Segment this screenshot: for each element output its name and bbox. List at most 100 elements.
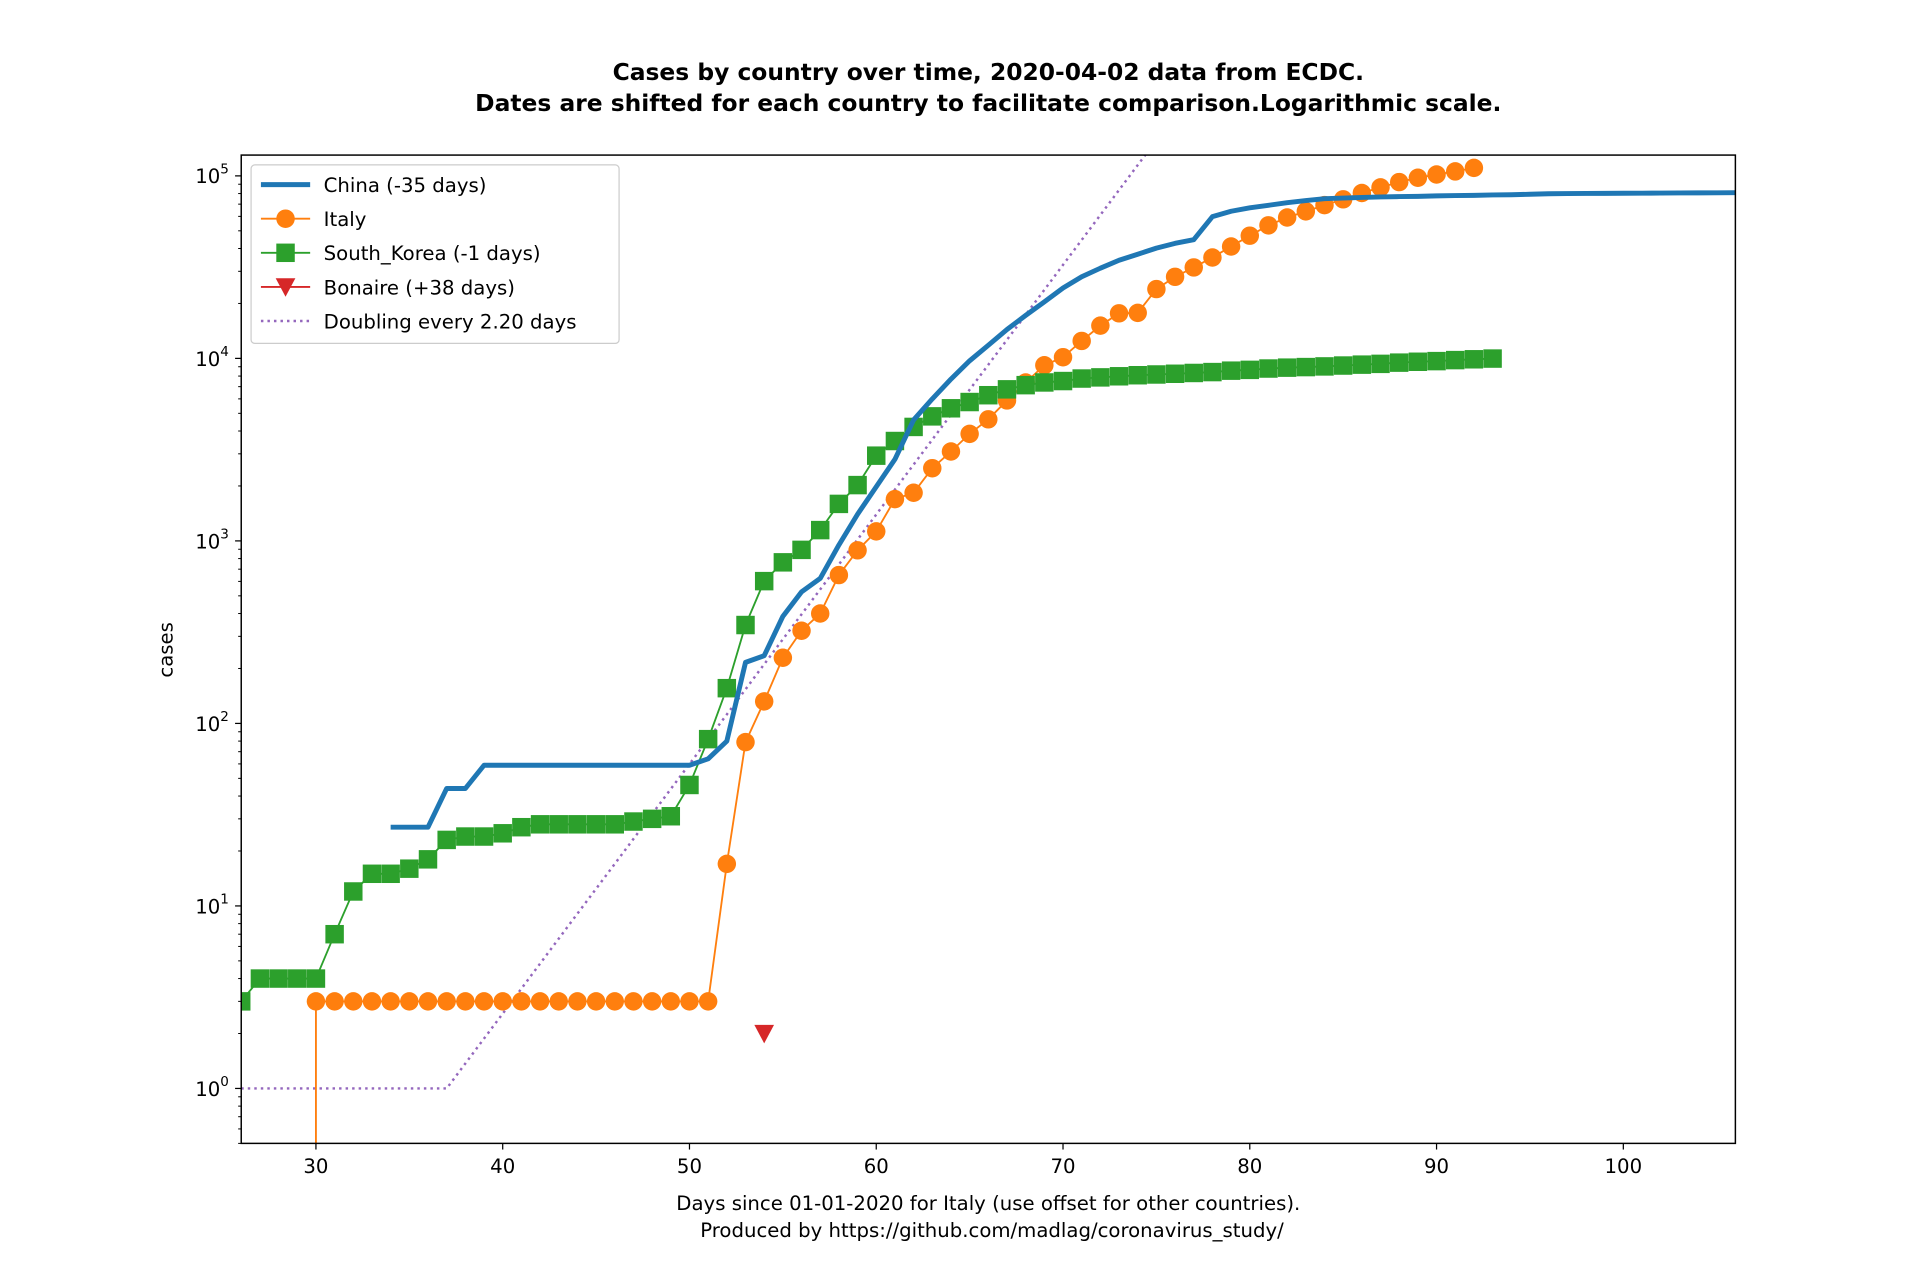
x-axis: 30 40 50 60 70 80 90 100	[303, 1143, 1642, 1178]
data-point	[1371, 354, 1390, 374]
data-point	[1259, 359, 1278, 378]
data-point	[1446, 162, 1465, 181]
y-tick-label: 104	[195, 344, 229, 371]
data-point	[1128, 303, 1147, 323]
legend-item: South_Korea (-1 days)	[260, 242, 541, 265]
data-point	[456, 992, 475, 1011]
data-point	[288, 969, 307, 988]
data-point	[848, 541, 867, 560]
data-point	[1091, 368, 1110, 387]
data-point	[904, 483, 923, 503]
series-south-korea-1-days	[241, 349, 1502, 1011]
data-point	[773, 553, 793, 572]
data-point	[418, 992, 438, 1011]
data-point	[829, 494, 849, 514]
x-tick-label: 80	[1237, 1155, 1262, 1178]
series-line	[390, 190, 1736, 830]
data-point	[1053, 371, 1073, 391]
data-point	[269, 969, 288, 988]
data-point	[1165, 364, 1185, 384]
y-tick-label: 100	[195, 1074, 229, 1101]
y-tick-label: 103	[195, 526, 229, 553]
data-point	[979, 410, 998, 429]
data-point	[867, 446, 886, 465]
data-point	[1315, 357, 1334, 376]
data-point	[512, 817, 531, 837]
x-tick-label: 30	[303, 1155, 328, 1178]
data-point	[885, 489, 905, 509]
legend-label: Doubling every 2.20 days	[324, 310, 577, 333]
data-point	[512, 992, 531, 1011]
data-point	[1128, 365, 1147, 385]
legend-item: Italy	[260, 208, 367, 231]
data-point	[1408, 168, 1428, 187]
data-point	[736, 732, 755, 752]
x-tick-label: 40	[490, 1155, 515, 1178]
data-point	[362, 864, 382, 884]
data-point	[1184, 363, 1203, 383]
data-point	[1221, 361, 1241, 380]
data-point	[624, 812, 643, 831]
data-point	[754, 571, 774, 591]
legend-box	[250, 164, 620, 344]
series-line	[241, 357, 1493, 1002]
data-point	[586, 815, 606, 834]
data-point	[1221, 237, 1241, 256]
data-point	[1427, 165, 1446, 184]
data-point	[1203, 248, 1222, 267]
data-point	[1165, 267, 1185, 287]
data-point	[960, 392, 979, 412]
data-point	[325, 924, 344, 944]
data-point	[736, 615, 755, 635]
data-point	[474, 992, 494, 1011]
data-point	[680, 775, 699, 795]
data-point	[418, 850, 438, 869]
data-point	[1147, 279, 1166, 299]
plot-area	[241, 155, 1736, 1144]
data-point	[437, 830, 456, 850]
legend-item: China (-35 days)	[260, 174, 486, 197]
y-tick-label: 101	[195, 891, 229, 918]
data-point	[1259, 216, 1278, 235]
axes-frame	[240, 154, 1737, 1145]
x-tick-label: 90	[1424, 1155, 1449, 1178]
data-point	[698, 992, 718, 1011]
data-point	[568, 992, 587, 1011]
data-point	[1296, 357, 1316, 377]
data-point	[810, 604, 830, 623]
data-point	[698, 729, 718, 749]
data-point	[1184, 258, 1203, 277]
series-bonaire-38-days	[754, 1024, 775, 1044]
data-point	[1277, 358, 1297, 377]
data-point	[792, 621, 811, 640]
data-point	[923, 458, 942, 478]
data-point	[362, 992, 382, 1011]
data-point	[1035, 373, 1054, 392]
data-point	[250, 969, 270, 988]
series-line	[315, 166, 1475, 1144]
y-axis-label: cases	[154, 622, 177, 678]
x-axis-label-line-1: Days since 01-01-2020 for Italy (use off…	[676, 1192, 1300, 1215]
data-point	[1296, 202, 1316, 221]
chart-title-line-1: Cases by country over time, 2020-04-02 d…	[613, 58, 1364, 86]
legend-label: Bonaire (+38 days)	[324, 276, 515, 299]
chart-title-line-2: Dates are shifted for each country to fa…	[475, 89, 1501, 117]
legend-marker	[276, 243, 295, 263]
data-point	[1371, 178, 1390, 197]
data-point	[1408, 352, 1428, 371]
data-point	[1277, 208, 1297, 227]
data-point	[1109, 367, 1129, 386]
data-point	[717, 854, 737, 874]
legend-label: South_Korea (-1 days)	[324, 242, 541, 265]
data-point	[792, 540, 811, 560]
data-point	[306, 992, 326, 1011]
data-point	[829, 565, 849, 585]
data-point	[1091, 316, 1110, 335]
data-point	[923, 407, 942, 426]
x-axis-label-line-2: Produced by https://github.com/madlag/co…	[700, 1219, 1284, 1242]
data-point	[1483, 349, 1502, 368]
data-point	[493, 824, 512, 843]
series-china-35-days	[390, 190, 1736, 830]
data-point	[474, 827, 494, 846]
data-point	[1035, 356, 1054, 375]
